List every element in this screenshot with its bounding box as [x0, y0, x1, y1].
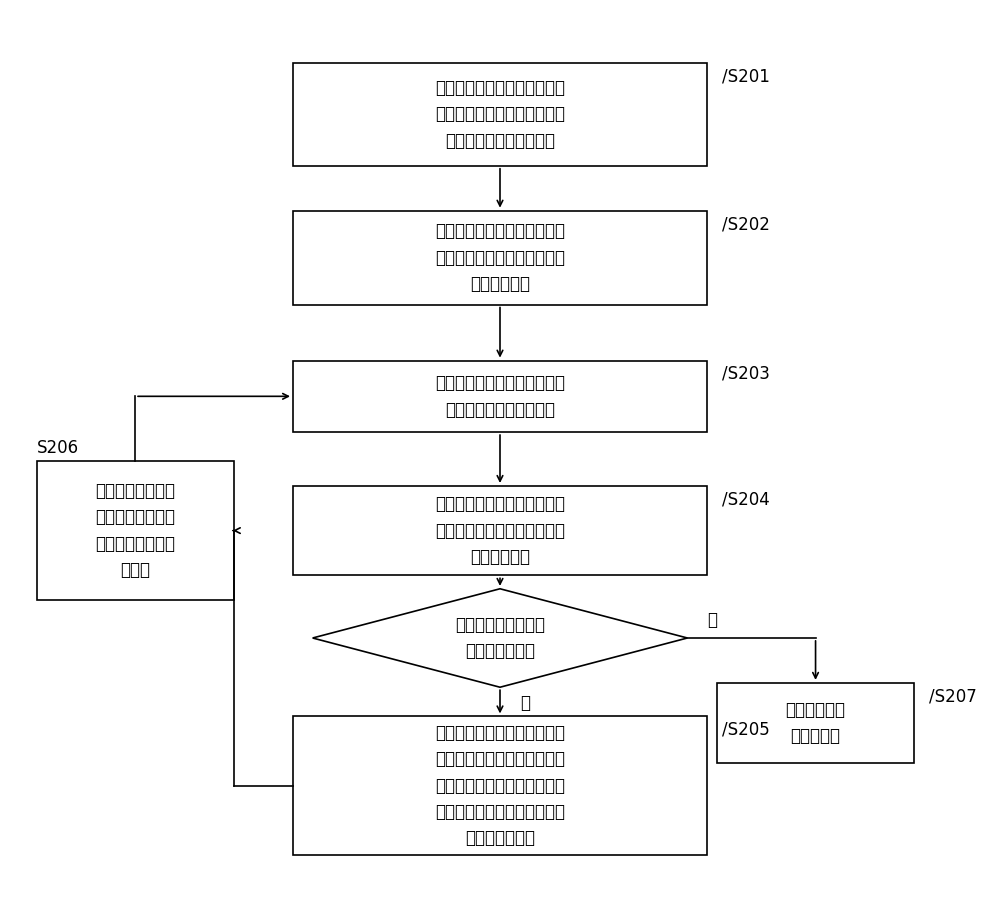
FancyBboxPatch shape: [293, 716, 707, 855]
Text: 将中止位置点确定
为起始位置点，将
递增方向确定为移
动方向: 将中止位置点确定 为起始位置点，将 递增方向确定为移 动方向: [95, 482, 175, 579]
Text: 接收线圈的电压幅值
是否达到预设值: 接收线圈的电压幅值 是否达到预设值: [455, 615, 545, 660]
FancyBboxPatch shape: [717, 683, 914, 764]
Text: /S202: /S202: [722, 215, 770, 233]
Text: /S205: /S205: [722, 721, 770, 739]
Text: 在移动到与起始位置点的距离
为设定距离的中止位置点时，
根据电压幅值变化信息，确定
接收线圈在交变电磁场中电压
幅值的递增方向: 在移动到与起始位置点的距离 为设定距离的中止位置点时， 根据电压幅值变化信息，确…: [435, 724, 565, 847]
FancyBboxPatch shape: [293, 485, 707, 575]
Polygon shape: [313, 589, 687, 687]
Text: 在移动机器人移动过程中，通
过传感器获得接收线圈的电压
幅值变化信息: 在移动机器人移动过程中，通 过传感器获得接收线圈的电压 幅值变化信息: [435, 495, 565, 566]
Text: /S201: /S201: [722, 67, 770, 85]
Text: 控制移动机器人从起始位置点
开始，按照移动方向移动: 控制移动机器人从起始位置点 开始，按照移动方向移动: [435, 375, 565, 418]
FancyBboxPatch shape: [37, 461, 234, 600]
Text: /S204: /S204: [722, 490, 770, 508]
Text: 是: 是: [707, 611, 717, 629]
Text: /S203: /S203: [722, 365, 770, 383]
Text: 在检测到移动机器人进入充电
器的发射线圈辐射的交变电磁
场中时，获得初始位置点: 在检测到移动机器人进入充电 器的发射线圈辐射的交变电磁 场中时，获得初始位置点: [435, 79, 565, 150]
FancyBboxPatch shape: [293, 211, 707, 305]
Text: 将初始位置点确定为起始位置
点，将预先设定的初始方向确
定为移动方向: 将初始位置点确定为起始位置 点，将预先设定的初始方向确 定为移动方向: [435, 222, 565, 293]
FancyBboxPatch shape: [293, 361, 707, 432]
Text: S206: S206: [37, 439, 79, 456]
Text: 否: 否: [520, 694, 530, 713]
Text: /S207: /S207: [929, 687, 977, 705]
FancyBboxPatch shape: [293, 63, 707, 165]
Text: 停止移动，完
成对位操作: 停止移动，完 成对位操作: [786, 701, 846, 745]
